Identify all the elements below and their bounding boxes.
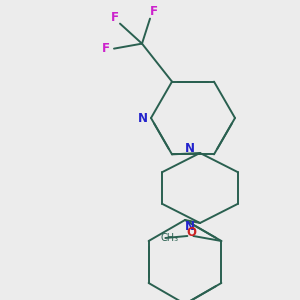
Text: O: O: [186, 226, 197, 238]
Text: F: F: [111, 11, 119, 24]
Text: F: F: [102, 42, 110, 55]
Text: N: N: [185, 142, 195, 155]
Text: N: N: [138, 112, 148, 124]
Text: CH₃: CH₃: [160, 233, 178, 243]
Text: F: F: [150, 5, 158, 18]
Text: N: N: [185, 220, 195, 233]
